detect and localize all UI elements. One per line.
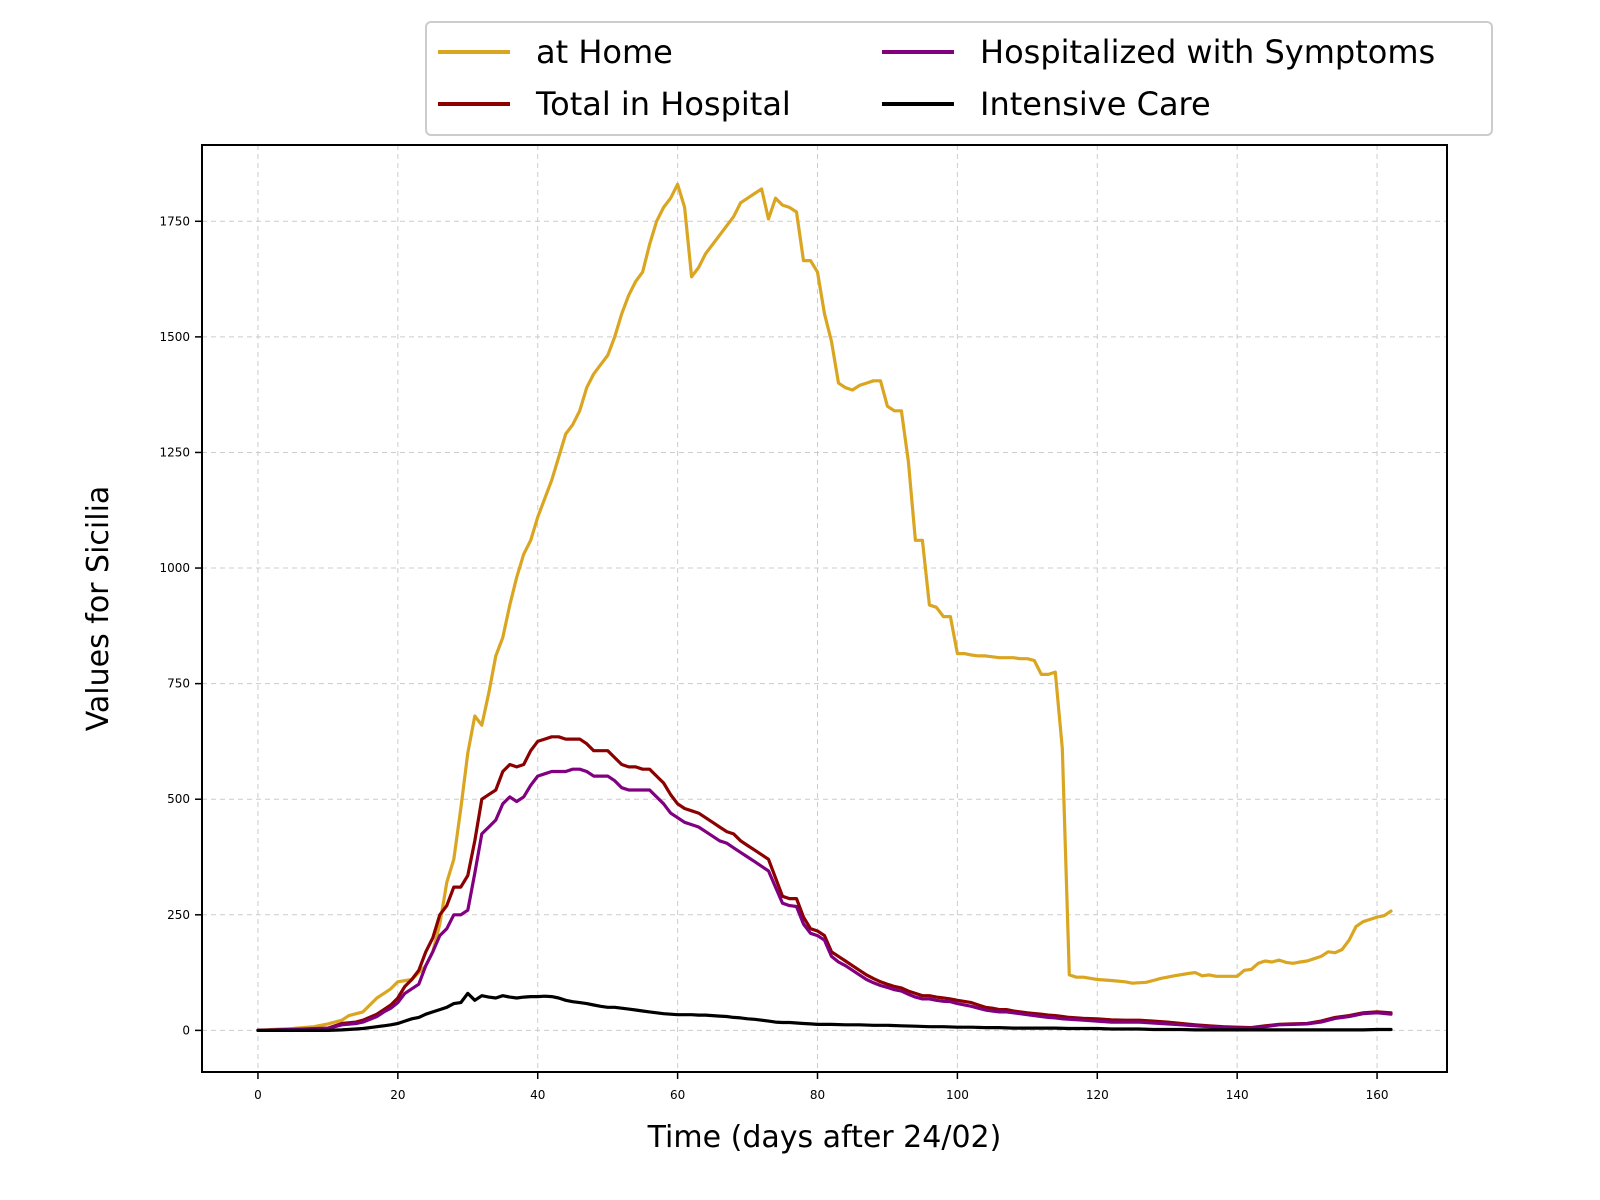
series-line-hospitalized-with-symptoms	[256, 767, 1393, 1032]
plot-frame	[201, 144, 1448, 1073]
legend-label: Total in Hospital	[535, 85, 791, 123]
y-tick-label: 1500	[159, 330, 190, 344]
y-tick-label: 0	[182, 1023, 190, 1037]
legend-box	[425, 21, 1493, 136]
x-tick-label: 160	[1366, 1088, 1389, 1102]
series-line-at-home	[256, 182, 1393, 1032]
legend-label: at Home	[536, 33, 673, 71]
x-tick-label: 60	[670, 1088, 685, 1102]
x-axis-title: Time (days after 24/02)	[647, 1120, 1002, 1155]
y-tick-label: 250	[167, 908, 190, 922]
legend-label: Intensive Care	[980, 85, 1211, 123]
y-tick-label: 750	[167, 677, 190, 691]
x-tick-label: 0	[254, 1088, 262, 1102]
x-tick-label: 20	[390, 1088, 405, 1102]
series-line-intensive-care	[256, 991, 1393, 1032]
y-axis-title: Values for Sicilia	[81, 486, 116, 732]
x-tick-label: 80	[810, 1088, 825, 1102]
y-tick-label: 500	[167, 792, 190, 806]
x-tick-label: 100	[946, 1088, 969, 1102]
y-tick-label: 1000	[159, 561, 190, 575]
y-tick-label: 1750	[159, 214, 190, 228]
legend-label: Hospitalized with Symptoms	[980, 33, 1435, 71]
x-tick-label: 140	[1226, 1088, 1249, 1102]
x-tick-label: 40	[530, 1088, 545, 1102]
legend: at Home Total in Hospital Hospitalized wit…	[425, 21, 1493, 136]
series-line-total-in-hospital	[256, 735, 1393, 1032]
axis-ticks: 0 20 40 60 80 100 120 140 160 0 250 500 750 1000 1250 1…	[159, 214, 1388, 1102]
y-tick-label: 1250	[159, 445, 190, 459]
grid-lines	[202, 145, 1447, 1072]
series-layer	[256, 182, 1393, 1032]
x-tick-label: 120	[1086, 1088, 1109, 1102]
